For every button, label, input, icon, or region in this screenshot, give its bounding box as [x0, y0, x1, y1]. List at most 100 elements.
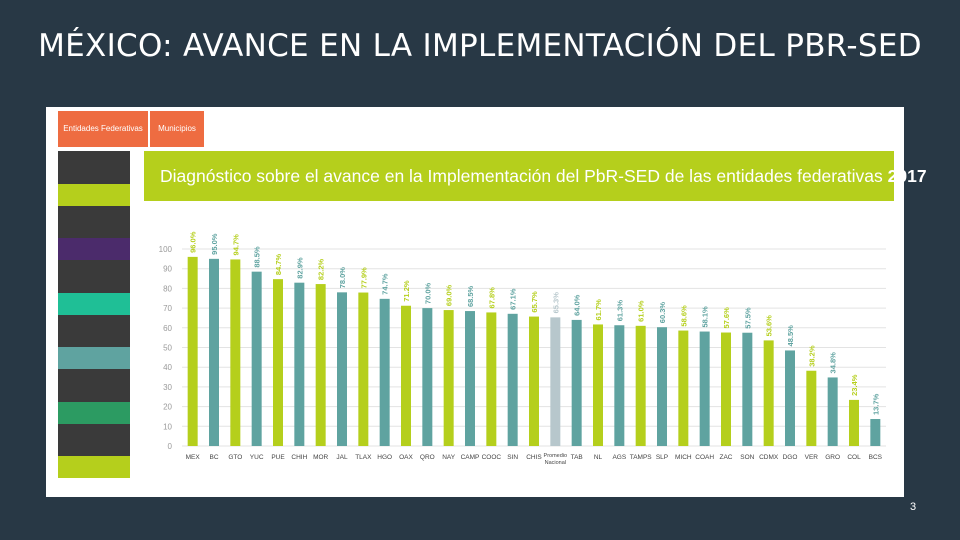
data-label: 67.8% — [487, 287, 496, 309]
year-item-2017[interactable]: 2017 — [58, 151, 130, 206]
data-label: 58.1% — [701, 306, 710, 328]
bar-promedio-nacional — [550, 317, 561, 446]
data-label: 64.0% — [573, 294, 582, 316]
bar-chih — [294, 282, 305, 446]
tab-entidades-federativas[interactable]: Entidades Federativas — [58, 111, 148, 147]
data-label: 53.6% — [765, 315, 774, 337]
year-color-strip — [58, 183, 130, 206]
x-tick-label: Promedio Nacional — [544, 453, 568, 466]
bar-sin — [507, 313, 518, 446]
bar-pue — [273, 279, 283, 446]
tab-municipios[interactable]: Municipios — [150, 111, 204, 147]
x-tick-label: MICH — [675, 454, 692, 461]
year-item-2010[interactable]: 2010 — [58, 423, 130, 478]
x-tick-label: OAX — [399, 454, 413, 461]
bar-chart: 0 10 20 30 40 50 60 70 80 90 100 96.0% MEX 95.0% BC 94.… — [159, 231, 886, 466]
bar-cdmx — [763, 340, 774, 446]
data-label: 34.8% — [829, 352, 838, 374]
x-tick-label: AGS — [612, 454, 626, 461]
x-tick-label: GRO — [825, 454, 840, 461]
bar-coah — [699, 331, 710, 446]
bar-gto — [230, 259, 241, 446]
y-tick-label: 90 — [163, 265, 172, 274]
data-label: 38.2% — [807, 345, 816, 367]
x-tick-label: HGO — [377, 454, 392, 461]
chart-title: Diagnóstico sobre el avance en la Implem… — [160, 151, 927, 201]
data-label: 65.7% — [530, 291, 539, 313]
bar-slp — [657, 327, 667, 446]
x-tick-label: CHIS — [526, 454, 542, 461]
x-tick-label: JAL — [336, 454, 348, 461]
data-label: 68.5% — [466, 285, 475, 307]
y-tick-label: 10 — [163, 422, 172, 431]
x-tick-label: TLAX — [355, 454, 372, 461]
y-tick-label: 30 — [163, 383, 172, 392]
data-label: 57.5% — [743, 307, 752, 329]
bar-gro — [827, 377, 838, 446]
bar-col — [849, 399, 859, 446]
bar-bcs — [870, 419, 881, 446]
year-item-2016[interactable]: 2016 — [58, 205, 130, 260]
year-item-2014[interactable]: 2014 — [58, 314, 130, 369]
data-label: 95.0% — [210, 233, 219, 255]
data-label: 65.3% — [551, 292, 560, 314]
chart-title-year: 2017 — [887, 166, 927, 186]
bar-cooc — [486, 312, 497, 446]
year-color-strip — [58, 456, 130, 478]
bar-mich — [678, 330, 689, 446]
x-tick-label: SLP — [656, 454, 668, 461]
data-label: 69.0% — [445, 284, 454, 306]
data-label: 71.2% — [402, 280, 411, 302]
x-tick-label: COOC — [482, 454, 502, 461]
y-tick-label: 60 — [163, 324, 172, 333]
data-label: 61.0% — [637, 300, 646, 322]
x-tick-label: BCS — [869, 454, 883, 461]
x-tick-label: CHIH — [291, 454, 307, 461]
bar-chis — [529, 316, 539, 446]
bar-mex — [187, 256, 198, 446]
bar-jal — [337, 292, 347, 446]
x-tick-label: GTO — [228, 454, 242, 461]
year-item-2015[interactable]: 2015 — [58, 260, 130, 315]
y-tick-label: 80 — [163, 284, 172, 293]
bar-ver — [806, 370, 817, 446]
x-tick-label: MOR — [313, 454, 328, 461]
data-label: 60.3% — [658, 302, 667, 324]
bar-hgo — [379, 298, 390, 446]
data-label: 67.1% — [509, 288, 518, 310]
bar-oax — [401, 305, 411, 446]
bar-zac — [721, 332, 731, 446]
bar-bc — [209, 258, 219, 446]
x-tick-label: SIN — [507, 454, 518, 461]
data-label: 70.0% — [423, 283, 432, 305]
x-tick-label: PUE — [271, 454, 285, 461]
x-tick-label: SON — [740, 454, 754, 461]
data-label: 82.2% — [317, 258, 326, 280]
data-label: 96.0% — [189, 231, 198, 253]
x-tick-label: TAMPS — [630, 454, 653, 461]
x-tick-label: QRO — [420, 454, 435, 461]
bar-tab — [571, 319, 582, 446]
y-tick-label: 0 — [168, 442, 173, 451]
data-label: 84.7% — [274, 254, 283, 276]
bar-son — [742, 332, 753, 446]
year-color-strip — [58, 292, 130, 315]
y-tick-label: 50 — [163, 344, 172, 353]
dashboard-panel: Entidades Federativas Municipios 2017 20… — [46, 107, 927, 497]
y-tick-label: 20 — [163, 403, 172, 412]
year-item-2012[interactable]: 2012 — [58, 369, 130, 424]
x-tick-label: BC — [209, 454, 218, 461]
year-sidebar: 2017 2016 2015 2014 2012 2010 — [58, 151, 130, 478]
page-number: 3 — [910, 501, 917, 513]
bar-mor — [315, 284, 326, 446]
y-tick-label: 100 — [159, 245, 173, 254]
year-color-strip — [58, 401, 130, 424]
bar-tlax — [358, 292, 369, 446]
data-label: 78.0% — [338, 267, 347, 289]
year-color-strip — [58, 238, 130, 260]
y-tick-label: 70 — [163, 304, 172, 313]
data-label: 48.5% — [786, 325, 795, 347]
data-label: 61.7% — [594, 299, 603, 321]
x-tick-label: MEX — [186, 454, 201, 461]
x-tick-label: NL — [594, 454, 603, 461]
